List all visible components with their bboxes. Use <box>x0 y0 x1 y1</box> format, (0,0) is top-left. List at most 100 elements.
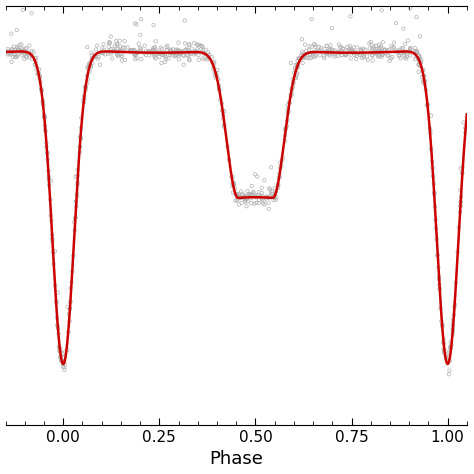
Point <box>96 61 104 68</box>
Point <box>168 49 175 56</box>
Point <box>11 53 19 61</box>
Point <box>100 49 107 57</box>
Point <box>324 49 331 56</box>
Point <box>54 321 61 329</box>
Point <box>92 46 100 53</box>
Point <box>113 50 121 58</box>
Point <box>401 48 409 56</box>
Point <box>210 60 218 67</box>
Point <box>258 189 265 197</box>
Point <box>230 181 238 189</box>
Point <box>387 55 395 62</box>
Point <box>13 26 20 34</box>
Point <box>326 52 334 60</box>
Point <box>411 44 419 52</box>
Point <box>369 52 376 60</box>
Point <box>10 43 18 50</box>
Point <box>38 87 46 95</box>
Point <box>331 51 339 58</box>
Point <box>163 47 171 55</box>
Point <box>385 46 392 54</box>
Point <box>344 43 351 51</box>
Point <box>191 49 199 56</box>
Point <box>287 92 294 100</box>
Point <box>396 46 404 54</box>
Point <box>267 191 274 199</box>
Point <box>56 354 64 361</box>
Point <box>219 115 227 123</box>
Point <box>148 48 155 55</box>
Point <box>22 46 29 53</box>
Point <box>172 52 179 60</box>
Point <box>164 42 171 49</box>
Point <box>344 47 351 55</box>
Point <box>368 41 376 49</box>
Point <box>126 48 134 55</box>
Point <box>320 52 328 60</box>
Point <box>256 192 264 200</box>
Point <box>107 46 115 53</box>
Point <box>257 194 265 201</box>
Point <box>31 54 39 62</box>
Point <box>374 53 382 60</box>
Point <box>13 44 21 52</box>
Point <box>348 47 356 55</box>
Point <box>163 55 170 63</box>
Point <box>294 62 301 70</box>
Point <box>8 30 15 37</box>
Point <box>401 48 408 56</box>
Point <box>458 170 466 177</box>
Point <box>228 182 236 190</box>
Point <box>430 180 438 188</box>
Point <box>66 305 73 312</box>
Point <box>74 172 82 180</box>
Point <box>254 191 262 199</box>
Point <box>11 50 18 58</box>
Point <box>271 185 279 192</box>
Point <box>451 303 458 311</box>
Point <box>137 47 145 55</box>
Point <box>128 47 136 55</box>
Point <box>264 199 272 207</box>
Point <box>234 191 241 198</box>
Point <box>346 45 354 52</box>
Point <box>379 51 386 59</box>
Point <box>432 216 439 224</box>
Point <box>34 70 41 78</box>
Point <box>229 182 237 189</box>
Point <box>326 46 333 53</box>
Point <box>47 212 55 219</box>
Point <box>284 109 292 117</box>
Point <box>174 47 182 55</box>
Point <box>310 48 317 56</box>
Point <box>97 49 105 56</box>
Point <box>354 50 361 57</box>
Point <box>275 170 283 177</box>
Point <box>462 129 469 137</box>
Point <box>203 56 211 64</box>
Point <box>176 50 183 58</box>
Point <box>440 346 447 353</box>
Point <box>61 361 68 368</box>
Point <box>243 192 250 200</box>
Point <box>47 177 55 184</box>
Point <box>77 134 84 142</box>
Point <box>427 127 434 134</box>
Point <box>412 13 420 21</box>
Point <box>238 199 246 207</box>
Point <box>20 55 28 63</box>
Point <box>328 25 336 32</box>
Point <box>306 51 314 59</box>
Point <box>392 47 399 55</box>
Point <box>442 355 450 362</box>
Point <box>273 193 280 201</box>
Point <box>34 70 42 78</box>
Point <box>130 50 138 57</box>
Point <box>272 196 280 204</box>
Point <box>372 42 380 50</box>
Point <box>357 47 365 55</box>
Point <box>105 43 112 51</box>
Point <box>367 38 374 46</box>
Point <box>26 49 33 56</box>
Point <box>376 45 383 52</box>
